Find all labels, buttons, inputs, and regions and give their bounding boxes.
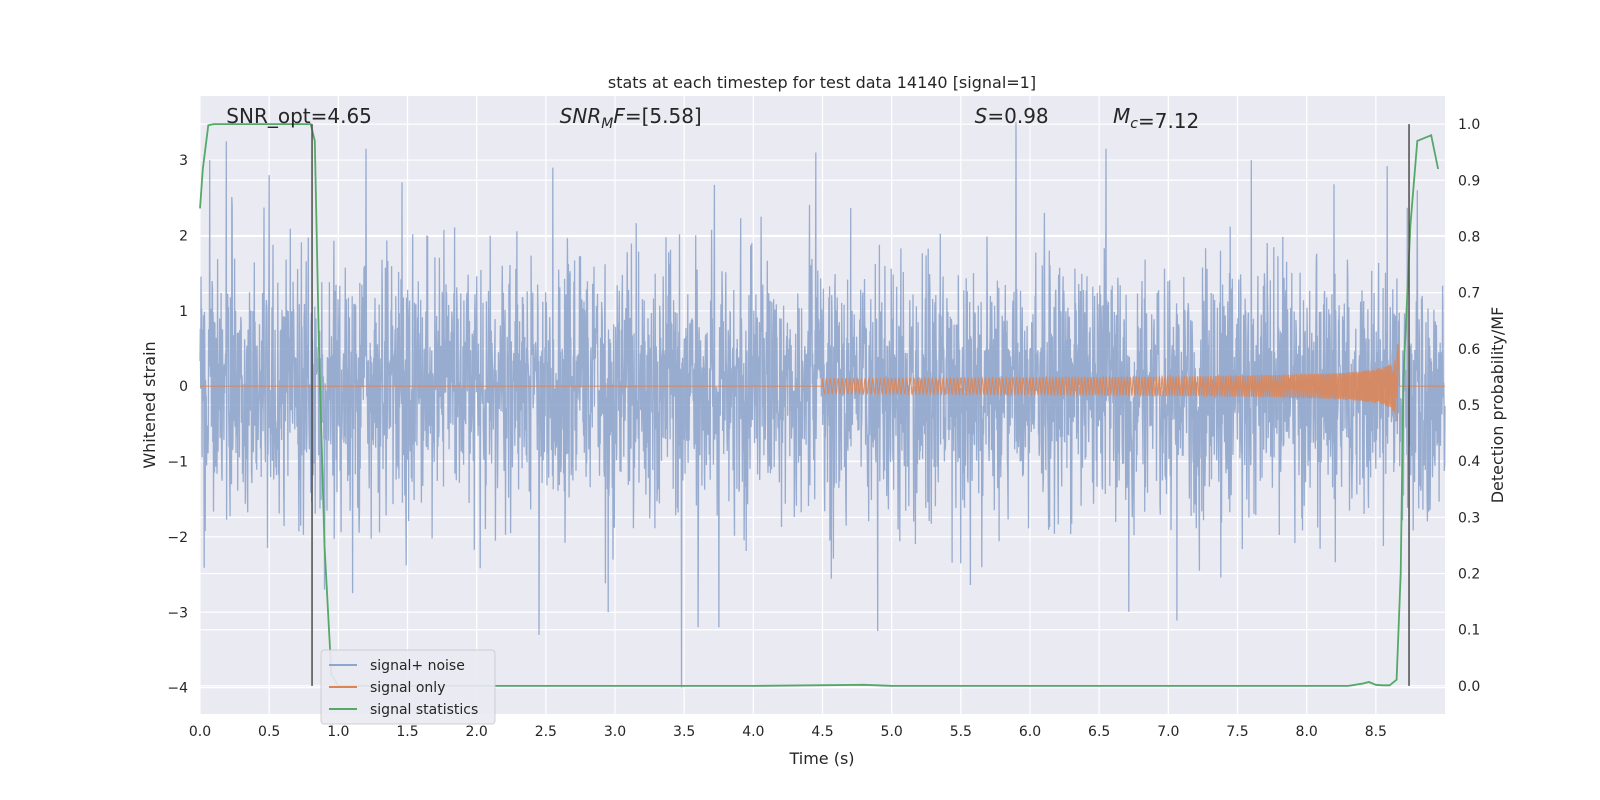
x-axis-label: Time (s) bbox=[788, 749, 854, 768]
x-tick-label: 6.5 bbox=[1088, 724, 1110, 740]
y2-tick-label: 0.1 bbox=[1458, 623, 1480, 639]
chirp-trace bbox=[200, 344, 1445, 422]
y-tick-label: −4 bbox=[167, 681, 188, 697]
x-tick-label: 7.0 bbox=[1157, 724, 1179, 740]
vertical-markers bbox=[311, 124, 1410, 686]
y-tick-label: 1 bbox=[179, 304, 188, 320]
series-signal-only bbox=[200, 344, 1445, 422]
x-tick-label: 3.0 bbox=[604, 724, 626, 740]
y-tick-label: −2 bbox=[167, 530, 188, 546]
x-tick-label: 2.5 bbox=[535, 724, 557, 740]
legend-label-signal-only: signal only bbox=[370, 680, 445, 696]
x-tick-label: 5.0 bbox=[881, 724, 903, 740]
y-tick-label: 2 bbox=[179, 228, 188, 244]
y2-tick-label: 0.5 bbox=[1458, 398, 1480, 414]
y-axis-ticks: −4 −3 −2 −1 0 1 2 3 bbox=[167, 153, 188, 697]
x-tick-label: 3.5 bbox=[673, 724, 695, 740]
x-tick-label: 1.5 bbox=[396, 724, 418, 740]
y2-axis-label: Detection probability/MF bbox=[1488, 307, 1507, 504]
x-tick-label: 4.5 bbox=[811, 724, 833, 740]
y2-tick-label: 0.3 bbox=[1458, 510, 1480, 526]
legend: signal+ noise signal only signal statist… bbox=[320, 649, 496, 725]
y2-tick-label: 0.8 bbox=[1458, 229, 1480, 245]
y2-tick-label: 1.0 bbox=[1458, 117, 1480, 133]
annotation-chirp-mass: Mc=7.12 bbox=[1113, 104, 1199, 133]
y-tick-label: 0 bbox=[179, 379, 188, 395]
x-tick-label: 0.5 bbox=[258, 724, 280, 740]
annotation-snr-opt: SNR_opt=4.65 bbox=[226, 104, 372, 128]
legend-label-signal-statistics: signal statistics bbox=[370, 702, 478, 718]
annotations: SNR_opt=4.65 SNRMF=[5.58] S=0.98 Mc=7.12 bbox=[226, 104, 1199, 133]
series-signal-plus-noise bbox=[199, 122, 1446, 688]
x-tick-label: 6.0 bbox=[1019, 724, 1041, 740]
x-tick-label: 5.5 bbox=[950, 724, 972, 740]
x-axis-ticks: 0.0 0.5 1.0 1.5 2.0 2.5 3.0 3.5 4.0 4.5 5.0 5.5 6.0 6… bbox=[189, 724, 1387, 740]
y2-tick-label: 0.9 bbox=[1458, 173, 1480, 189]
x-tick-label: 0.0 bbox=[189, 724, 211, 740]
annotation-s-stat: S=0.98 bbox=[975, 104, 1049, 128]
x-tick-label: 8.5 bbox=[1365, 724, 1387, 740]
noise-trace bbox=[199, 122, 1446, 688]
y2-tick-label: 0.0 bbox=[1458, 679, 1480, 695]
legend-box bbox=[320, 649, 496, 725]
y2-tick-label: 0.4 bbox=[1458, 454, 1480, 470]
annotation-snr-mf: SNRMF=[5.58] bbox=[560, 104, 702, 132]
statistics-trace bbox=[199, 123, 1439, 687]
y2-axis-ticks: 0.0 0.1 0.2 0.3 0.4 0.5 0.6 0.7 0.8 0.9 1.0 bbox=[1458, 117, 1480, 695]
chart-title: stats at each timestep for test data 141… bbox=[608, 73, 1036, 92]
y2-tick-label: 0.7 bbox=[1458, 286, 1480, 302]
series-signal-statistics bbox=[199, 123, 1439, 687]
y-tick-label: 3 bbox=[179, 153, 188, 169]
x-tick-label: 1.0 bbox=[327, 724, 349, 740]
x-tick-label: 7.5 bbox=[1226, 724, 1248, 740]
y2-tick-label: 0.6 bbox=[1458, 342, 1480, 358]
y-tick-label: −1 bbox=[167, 455, 188, 471]
x-tick-label: 4.0 bbox=[742, 724, 764, 740]
x-tick-label: 8.0 bbox=[1296, 724, 1318, 740]
y-axis-label: Whitened strain bbox=[140, 341, 159, 468]
y-tick-label: −3 bbox=[167, 605, 188, 621]
x-tick-label: 2.0 bbox=[466, 724, 488, 740]
y2-tick-label: 0.2 bbox=[1458, 567, 1480, 583]
legend-label-signal-plus-noise: signal+ noise bbox=[370, 658, 465, 674]
